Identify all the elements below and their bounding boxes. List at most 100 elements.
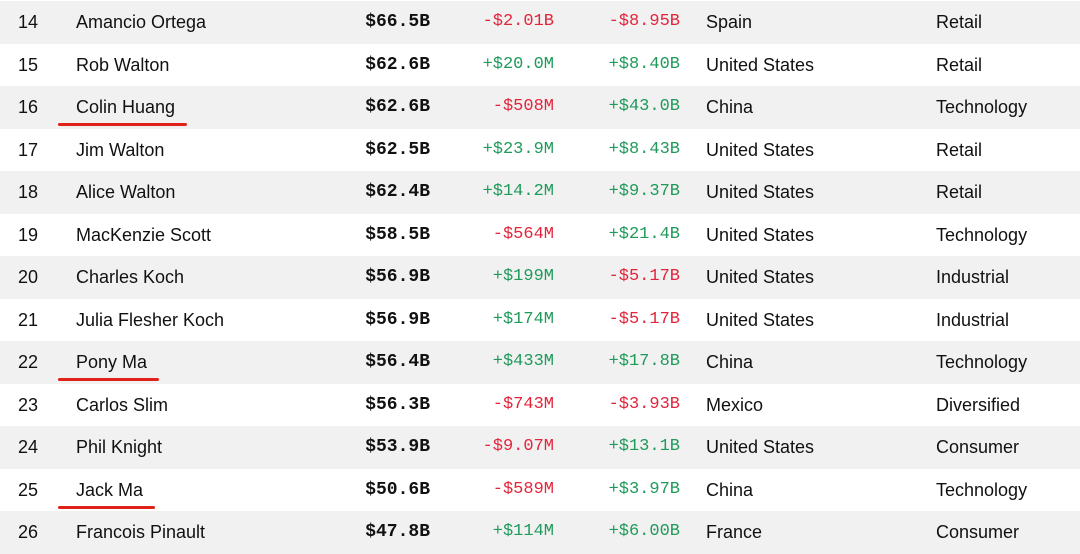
- industry-cell: Technology: [936, 224, 1028, 245]
- country-cell: United States: [706, 182, 815, 202]
- ytd-change-cell: +$43.0B: [608, 97, 680, 116]
- country-cell: China: [706, 97, 754, 117]
- name-link[interactable]: Alice Walton: [76, 182, 176, 202]
- table-row[interactable]: 18 Alice Walton $62.4B +$14.2M +$9.37B United…: [0, 171, 1080, 214]
- ytd-change-cell: -$8.95B: [608, 12, 680, 31]
- net-worth-cell: $56.3B: [365, 394, 430, 415]
- rank-cell: 14: [18, 12, 39, 32]
- net-worth-cell: $56.4B: [365, 352, 430, 372]
- country-cell: United States: [706, 224, 815, 245]
- ytd-change-cell: -$3.93B: [608, 394, 680, 414]
- industry-cell: Industrial: [936, 309, 1010, 330]
- table-row[interactable]: 25 Jack Ma $50.6B -$589M +$3.97B China Technol…: [0, 469, 1080, 512]
- country-cell: Spain: [706, 12, 753, 32]
- table-row[interactable]: 16 Colin Huang $62.6B -$508M +$43.0B China Tec…: [0, 86, 1080, 129]
- last-change-cell: +$199M: [492, 267, 554, 286]
- rank-cell: 22: [18, 352, 39, 372]
- last-change-cell: -$508M: [492, 97, 554, 116]
- net-worth-cell: $62.6B: [365, 97, 430, 117]
- country-cell: United States: [706, 437, 815, 457]
- name-link[interactable]: Julia Flesher Koch: [76, 309, 225, 330]
- rank-cell: 24: [18, 437, 39, 457]
- table-row[interactable]: 23 Carlos Slim $56.3B -$743M -$3.93B Mexico Di…: [0, 384, 1080, 427]
- table-row[interactable]: 26 Francois Pinault $47.8B +$114M +$6.00B Fra…: [0, 511, 1080, 554]
- name-link[interactable]: Jack Ma: [76, 479, 144, 500]
- ytd-change-cell: +$13.1B: [608, 437, 680, 456]
- table-row[interactable]: 24 Phil Knight $53.9B -$9.07M +$13.1B United …: [0, 426, 1080, 469]
- country-cell: United States: [706, 309, 815, 330]
- table-row[interactable]: 21 Julia Flesher Koch $56.9B +$174M -$5.17B U…: [0, 299, 1080, 342]
- country-cell: China: [706, 479, 754, 500]
- table-row[interactable]: 22 Pony Ma $56.4B +$433M +$17.8B China Technol…: [0, 341, 1080, 384]
- name-link[interactable]: Francois Pinault: [76, 522, 206, 542]
- ytd-change-cell: +$17.8B: [608, 352, 680, 371]
- highlight-underline: [58, 505, 156, 509]
- industry-cell: Industrial: [936, 267, 1010, 287]
- highlight-underline: [58, 378, 160, 381]
- ytd-change-cell: +$21.4B: [608, 224, 680, 244]
- industry-cell: Consumer: [936, 522, 1020, 542]
- industry-cell: Technology: [936, 97, 1028, 117]
- name-link[interactable]: Pony Ma: [76, 352, 148, 372]
- ytd-change-cell: +$9.37B: [608, 182, 680, 201]
- name-link[interactable]: Jim Walton: [76, 139, 165, 160]
- net-worth-cell: $47.8B: [365, 522, 430, 542]
- ytd-change-cell: -$5.17B: [608, 267, 680, 286]
- last-change-cell: +$14.2M: [482, 182, 554, 201]
- rank-cell: 25: [18, 479, 39, 500]
- industry-cell: Consumer: [936, 437, 1020, 457]
- table-row[interactable]: 15 Rob Walton $62.6B +$20.0M +$8.40B United S…: [0, 44, 1080, 87]
- country-cell: United States: [706, 267, 815, 287]
- rank-cell: 23: [18, 394, 39, 415]
- industry-cell: Retail: [936, 182, 983, 202]
- last-change-cell: +$174M: [492, 309, 554, 329]
- table-row[interactable]: 20 Charles Koch $56.9B +$199M -$5.17B United …: [0, 256, 1080, 299]
- name-link[interactable]: Phil Knight: [76, 437, 163, 457]
- rank-cell: 17: [18, 139, 39, 160]
- country-cell: United States: [706, 139, 815, 160]
- last-change-cell: -$589M: [492, 479, 554, 499]
- table-row[interactable]: 19 MacKenzie Scott $58.5B -$564M +$21.4B Unit…: [0, 214, 1080, 257]
- net-worth-cell: $66.5B: [365, 12, 430, 32]
- highlight-underline: [58, 123, 188, 126]
- industry-cell: Technology: [936, 479, 1028, 500]
- rank-cell: 26: [18, 522, 39, 542]
- table-row[interactable]: 17 Jim Walton $62.5B +$23.9M +$8.43B United S…: [0, 129, 1080, 172]
- country-cell: Mexico: [706, 394, 764, 415]
- rank-cell: 18: [18, 182, 39, 202]
- ytd-change-cell: +$3.97B: [608, 479, 680, 499]
- rank-cell: 16: [18, 97, 39, 117]
- net-worth-cell: $50.6B: [365, 479, 430, 500]
- last-change-cell: +$23.9M: [482, 139, 554, 159]
- last-change-cell: -$9.07M: [482, 437, 554, 456]
- industry-cell: Retail: [936, 139, 983, 160]
- net-worth-cell: $62.5B: [365, 139, 430, 160]
- rank-cell: 20: [18, 267, 39, 287]
- table-row[interactable]: 14 Amancio Ortega $66.5B -$2.01B -$8.95B Spai…: [0, 1, 1080, 44]
- last-change-cell: -$2.01B: [482, 12, 554, 31]
- name-link[interactable]: Amancio Ortega: [76, 12, 207, 32]
- name-link[interactable]: MacKenzie Scott: [76, 224, 212, 245]
- name-link[interactable]: Charles Koch: [76, 267, 185, 287]
- last-change-cell: -$564M: [492, 224, 554, 244]
- industry-cell: Diversified: [936, 394, 1021, 415]
- country-cell: France: [706, 522, 763, 542]
- net-worth-cell: $56.9B: [365, 267, 430, 287]
- rank-cell: 15: [18, 54, 39, 75]
- name-link[interactable]: Colin Huang: [76, 97, 176, 117]
- net-worth-cell: $58.5B: [365, 224, 430, 245]
- last-change-cell: +$114M: [492, 522, 554, 541]
- country-cell: United States: [706, 54, 815, 75]
- country-cell: China: [706, 352, 754, 372]
- ytd-change-cell: +$6.00B: [608, 522, 680, 541]
- ytd-change-cell: +$8.43B: [608, 139, 680, 159]
- name-link[interactable]: Rob Walton: [76, 54, 170, 75]
- industry-cell: Technology: [936, 352, 1028, 372]
- rank-cell: 21: [18, 309, 39, 330]
- industry-cell: Retail: [936, 12, 983, 32]
- industry-cell: Retail: [936, 54, 983, 75]
- name-link[interactable]: Carlos Slim: [76, 394, 169, 415]
- net-worth-cell: $53.9B: [365, 437, 430, 457]
